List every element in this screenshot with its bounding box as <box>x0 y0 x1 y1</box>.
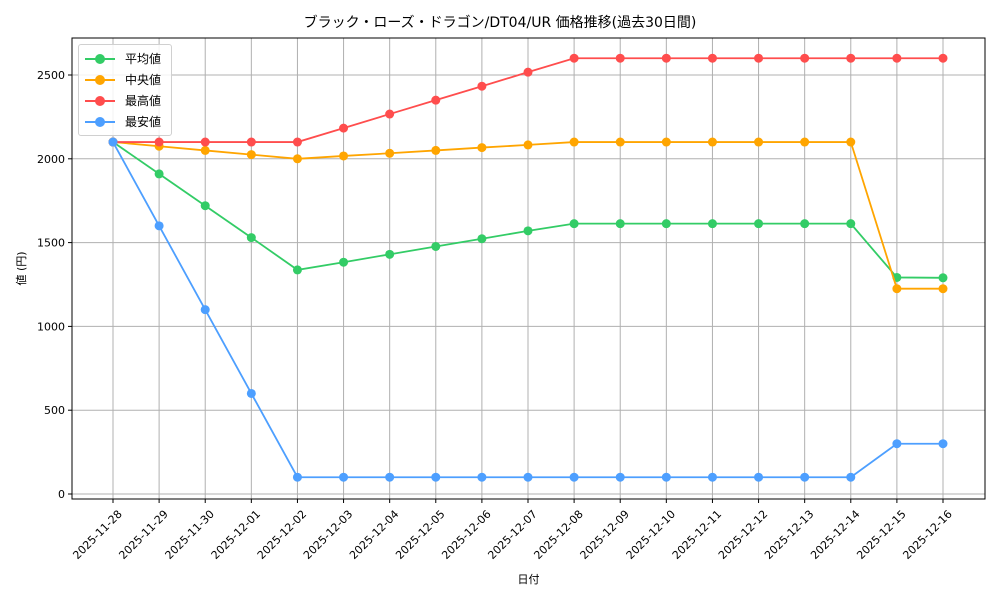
data-point <box>569 53 579 63</box>
data-point <box>661 137 671 147</box>
data-point <box>800 137 810 147</box>
data-point <box>754 472 764 482</box>
data-point <box>707 219 717 229</box>
data-point <box>938 53 948 63</box>
data-point <box>523 140 533 150</box>
data-point <box>385 148 395 158</box>
data-point <box>661 219 671 229</box>
y-tick-label: 2000 <box>37 153 65 166</box>
legend-label: 最高値 <box>125 94 162 108</box>
data-point <box>154 137 164 147</box>
y-axis-label: 値 (円) <box>15 251 28 285</box>
data-point <box>938 439 948 449</box>
data-point <box>339 472 349 482</box>
data-point <box>846 53 856 63</box>
legend-marker-icon <box>85 116 115 127</box>
x-tick-label: 2025-12-16 <box>900 508 954 562</box>
legend-label: 中央値 <box>125 73 162 87</box>
legend-marker-icon <box>85 53 115 64</box>
data-point <box>938 284 948 294</box>
data-point <box>200 145 210 155</box>
data-point <box>385 472 395 482</box>
data-point <box>754 137 764 147</box>
legend-label: 平均値 <box>125 52 162 66</box>
data-point <box>707 137 717 147</box>
series-line <box>108 53 948 147</box>
data-point <box>800 472 810 482</box>
y-tick-label: 2500 <box>37 69 65 82</box>
data-point <box>292 472 302 482</box>
data-point <box>892 439 902 449</box>
y-tick-label: 1000 <box>37 320 65 333</box>
data-point <box>385 109 395 119</box>
data-point <box>385 249 395 259</box>
series-line <box>108 137 948 294</box>
data-point <box>200 137 210 147</box>
legend-item: 最安値 <box>79 111 171 132</box>
data-point <box>477 234 487 244</box>
data-point <box>569 137 579 147</box>
data-point <box>846 472 856 482</box>
data-point <box>292 137 302 147</box>
data-point <box>892 53 902 63</box>
data-point <box>477 81 487 91</box>
data-point <box>108 137 118 147</box>
data-point <box>339 151 349 161</box>
y-tick-label: 1500 <box>37 237 65 250</box>
data-point <box>477 472 487 482</box>
data-point <box>292 265 302 275</box>
data-point <box>661 53 671 63</box>
data-point <box>661 472 671 482</box>
legend-marker-icon <box>85 74 115 85</box>
data-point <box>339 257 349 267</box>
data-point <box>569 219 579 229</box>
data-point <box>754 219 764 229</box>
data-point <box>615 219 625 229</box>
series-line <box>108 137 948 482</box>
data-point <box>477 143 487 153</box>
data-point <box>569 472 579 482</box>
data-point <box>892 284 902 294</box>
data-point <box>154 221 164 231</box>
data-point <box>431 241 441 251</box>
data-point <box>200 305 210 315</box>
y-tick-label: 500 <box>44 404 65 417</box>
data-point <box>707 53 717 63</box>
data-point <box>523 226 533 236</box>
data-point <box>615 53 625 63</box>
data-point <box>200 201 210 211</box>
x-axis-label: 日付 <box>518 573 540 586</box>
data-point <box>754 53 764 63</box>
data-point <box>246 150 256 160</box>
data-point <box>846 137 856 147</box>
data-point <box>938 273 948 283</box>
data-point <box>431 95 441 105</box>
data-point <box>246 137 256 147</box>
legend-item: 中央値 <box>79 69 171 90</box>
data-point <box>292 154 302 164</box>
data-point <box>523 472 533 482</box>
data-point <box>800 53 810 63</box>
data-point <box>615 472 625 482</box>
data-point <box>846 219 856 229</box>
data-point <box>246 388 256 398</box>
data-point <box>800 219 810 229</box>
legend: 平均値中央値最高値最安値 <box>78 44 172 136</box>
data-point <box>431 145 441 155</box>
legend-marker-icon <box>85 95 115 106</box>
data-point <box>431 472 441 482</box>
legend-item: 平均値 <box>79 48 171 69</box>
data-point <box>246 233 256 243</box>
grid <box>72 38 985 499</box>
y-tick-label: 0 <box>58 488 65 501</box>
data-point <box>154 169 164 179</box>
data-point <box>523 67 533 77</box>
data-point <box>707 472 717 482</box>
data-point <box>339 123 349 133</box>
legend-item: 最高値 <box>79 90 171 111</box>
data-point <box>615 137 625 147</box>
chart-title: ブラック・ローズ・ドラゴン/DT04/UR 価格推移(過去30日間) <box>303 15 697 31</box>
legend-label: 最安値 <box>125 115 162 129</box>
